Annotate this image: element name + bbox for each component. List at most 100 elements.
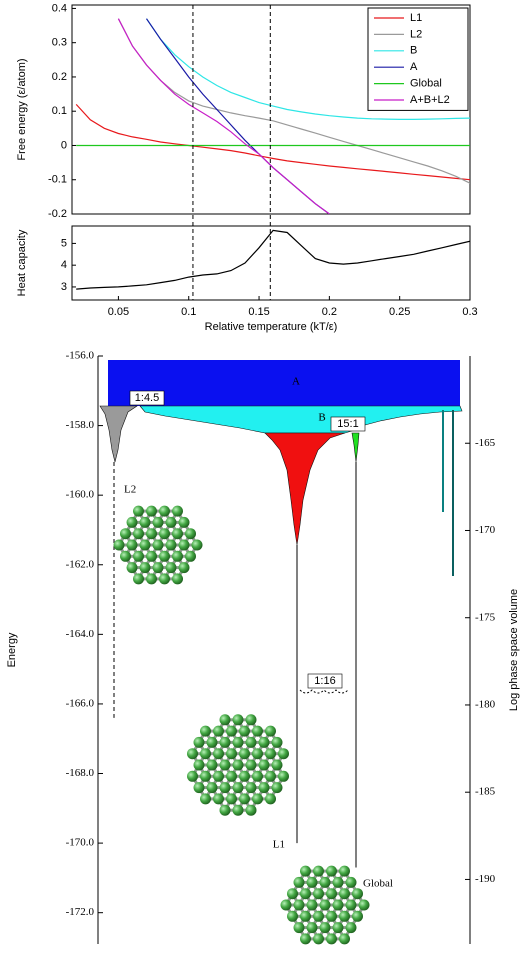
cluster-atom xyxy=(113,539,125,551)
cluster-atom xyxy=(200,793,211,805)
cluster-atom xyxy=(206,736,218,748)
cluster-atom xyxy=(152,539,164,551)
cluster-atom xyxy=(271,782,283,794)
series-line xyxy=(146,18,470,120)
y-tick-label: -168.0 xyxy=(66,767,95,779)
cluster-atom xyxy=(332,922,344,934)
plot-frame xyxy=(71,225,471,301)
cluster-atom xyxy=(120,528,131,540)
cluster-atom xyxy=(193,759,205,771)
cluster-atom xyxy=(126,516,138,528)
cluster-atom xyxy=(178,516,190,528)
cluster-atom xyxy=(200,725,211,737)
ratio-link xyxy=(299,689,349,694)
cluster-image xyxy=(280,865,370,945)
cluster-atom xyxy=(326,933,337,945)
cluster-atom xyxy=(200,748,211,760)
legend-label: L2 xyxy=(410,28,422,40)
minimum-label: L2 xyxy=(124,484,136,496)
y-tick-label: -166.0 xyxy=(66,697,95,709)
cluster-atom xyxy=(232,736,244,748)
cluster-atom xyxy=(226,748,237,760)
y2-tick-label: -165 xyxy=(475,437,496,449)
series-line xyxy=(117,18,330,214)
y-axis-label: Free energy (ε/atom) xyxy=(16,58,28,160)
cluster-atom xyxy=(319,876,331,888)
cluster-atom xyxy=(219,714,231,726)
series-line xyxy=(76,229,470,290)
y-tick-label: -156.0 xyxy=(66,350,95,362)
cluster-atom xyxy=(139,516,151,528)
cluster-atom xyxy=(187,748,198,760)
y-tick-label: -158.0 xyxy=(66,419,95,431)
cluster-atom xyxy=(146,550,157,562)
ratio-label: 1:16 xyxy=(314,675,335,687)
cluster-atom xyxy=(139,539,151,551)
funnel-l2 xyxy=(99,405,138,463)
x-axis-label: Relative temperature (kT/ε) xyxy=(205,321,338,333)
cluster-atom xyxy=(271,759,283,771)
cluster-atom xyxy=(226,725,237,737)
cluster-atom xyxy=(213,793,224,805)
cluster-atom xyxy=(287,910,298,922)
cluster-atom xyxy=(239,770,250,782)
cluster-atom xyxy=(178,562,190,574)
cluster-atom xyxy=(226,770,237,782)
cluster-atom xyxy=(133,528,144,540)
cluster-atom xyxy=(245,736,257,748)
cluster-atom xyxy=(245,782,257,794)
cluster-atom xyxy=(265,793,276,805)
y2-tick-label: -185 xyxy=(475,786,496,798)
cluster-atom xyxy=(293,899,305,911)
series-line xyxy=(117,18,470,184)
y-axis-label: Heat capacity xyxy=(16,229,28,296)
cluster-atom xyxy=(159,528,170,540)
cluster-atom xyxy=(300,910,311,922)
cluster-atom xyxy=(352,888,363,900)
cluster-atom xyxy=(280,899,292,911)
cluster-atom xyxy=(245,759,257,771)
y-tick-label: 4 xyxy=(61,259,67,271)
x-tick-label: 0.05 xyxy=(108,306,129,318)
cluster-atom xyxy=(339,933,350,945)
y2-tick-label: -180 xyxy=(475,698,496,710)
cluster-atom xyxy=(172,550,183,562)
ratio-box xyxy=(330,416,366,432)
cluster-atom xyxy=(232,804,244,816)
cluster-atom xyxy=(146,505,157,517)
cluster-atom xyxy=(239,793,250,805)
cluster-atom xyxy=(133,573,144,585)
y2-tick-label: -190 xyxy=(475,873,496,885)
x-tick-label: 0.25 xyxy=(389,306,410,318)
region-label: B xyxy=(318,412,325,424)
cluster-atom xyxy=(278,770,289,782)
cluster-atom xyxy=(306,899,318,911)
cluster-atom xyxy=(239,725,250,737)
cluster-atom xyxy=(339,865,350,877)
cluster-atom xyxy=(126,562,138,574)
cluster-atom xyxy=(332,899,344,911)
cluster-atom xyxy=(213,725,224,737)
y-tick-label: 0.2 xyxy=(52,71,67,83)
cluster-atom xyxy=(172,573,183,585)
y-tick-label: -0.2 xyxy=(48,208,67,220)
cluster-atom xyxy=(339,910,350,922)
cluster-atom xyxy=(332,876,344,888)
cluster-atom xyxy=(319,922,331,934)
cluster-atom xyxy=(265,748,276,760)
cluster-atom xyxy=(245,714,257,726)
y2-axis-label: Log phase space volume xyxy=(508,589,520,711)
cluster-image xyxy=(187,714,289,816)
cluster-atom xyxy=(159,505,170,517)
ratio-box xyxy=(129,390,165,406)
x-tick-label: 0.1 xyxy=(181,306,196,318)
legend-label: L1 xyxy=(410,12,422,24)
legend-label: A+B+L2 xyxy=(410,94,450,106)
cluster-atom xyxy=(185,528,196,540)
cluster-atom xyxy=(178,539,190,551)
cluster-atom xyxy=(358,899,370,911)
cluster-atom xyxy=(252,793,263,805)
cluster-atom xyxy=(339,888,350,900)
cluster-atom xyxy=(152,516,164,528)
